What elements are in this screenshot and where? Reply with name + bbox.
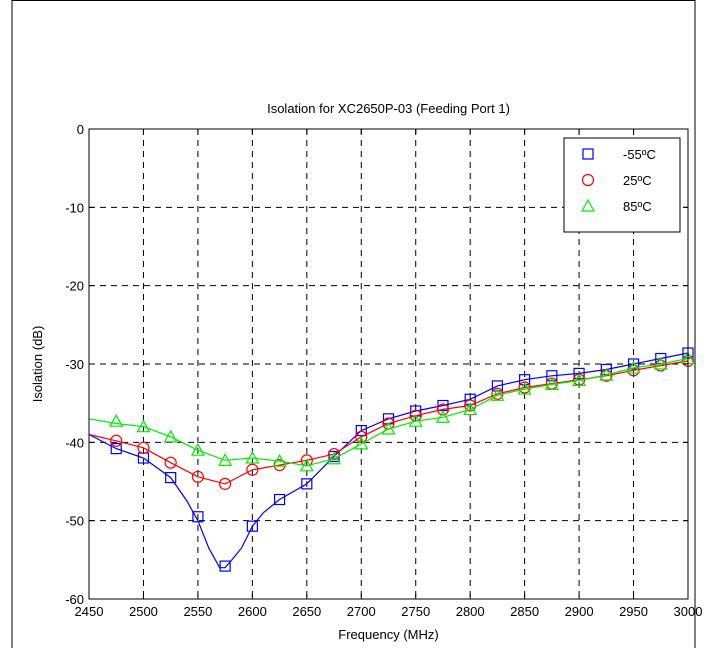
data-point [301,478,313,490]
data-point [327,451,342,465]
data-point [355,424,367,437]
data-point [246,520,258,532]
y-tick-label: -50 [65,514,84,529]
x-tick-label: 2550 [183,604,212,619]
x-tick-label: 2600 [238,604,267,619]
data-point [599,367,614,381]
legend-marker [581,173,595,187]
series-layer [88,347,696,572]
data-point [164,456,177,469]
data-point [192,511,204,523]
legend-label: 85ºC [623,199,652,214]
data-point [219,477,232,490]
legend-marker [580,198,596,212]
data-point [464,399,477,412]
data-point [573,367,585,379]
x-tick-label: 2900 [565,604,594,619]
data-point [245,450,260,464]
data-point [165,471,177,484]
legend-box [563,137,681,233]
data-point [246,463,259,476]
y-tick-label: -60 [65,592,84,607]
legend-marker [582,148,594,160]
chart-title: Isolation for XC2650P-03 (Feeding Port 1… [267,101,510,116]
y-tick-label: -30 [65,357,84,372]
data-point [190,442,205,456]
x-tick-label: 2650 [292,604,321,619]
data-point [544,377,559,390]
series-line [88,357,689,467]
x-tick-label: 2950 [619,604,648,619]
data-point [327,447,341,461]
x-axis-label: Frequency (MHz) [338,627,438,642]
x-tick-label: 3000 [674,604,703,619]
data-point [546,370,558,382]
data-point [136,419,151,433]
y-axis-label: Isolation (dB) [30,326,45,403]
y-tick-label: -10 [65,200,84,215]
x-tick-label: 2850 [510,604,539,619]
data-point [272,453,287,467]
data-point [218,453,233,466]
data-point [463,402,478,416]
data-point [491,380,504,392]
data-point [435,410,450,423]
data-point [110,443,122,455]
data-point [191,470,205,483]
data-point [273,493,286,506]
data-point [109,413,124,427]
axis-ticks: 2450 2500 2550 2600 2650 2700 2750 2800 2850 2900… [65,122,702,619]
data-point [408,413,423,427]
data-point [519,374,531,386]
y-tick-label: -40 [65,435,84,450]
legend-label: -55ºC [623,147,656,162]
x-tick-label: 2800 [456,604,485,619]
x-tick-label: 2500 [129,604,158,619]
x-tick-label: 2700 [347,604,376,619]
data-point [299,458,314,472]
data-point [627,358,640,370]
data-point [654,359,667,372]
data-point [436,403,450,416]
data-point [572,373,587,387]
series-line [88,352,689,569]
data-point [219,560,231,572]
data-point [517,381,532,395]
data-point [653,356,668,370]
data-point [490,388,505,401]
data-point [381,421,396,435]
series-2 [88,351,696,472]
x-tick-label: 2450 [75,604,104,619]
data-point [355,430,368,443]
x-tick-label: 2750 [401,604,430,619]
y-tick-label: 0 [77,122,84,137]
data-point [110,434,123,447]
legend-label: 25ºC [623,173,652,188]
y-tick-label: -20 [65,279,84,294]
data-point [627,364,640,377]
data-point [163,429,178,443]
legend: -55ºC 25ºC 85ºC [563,137,681,233]
data-point [354,436,369,450]
data-point [626,360,641,374]
data-point [137,441,150,454]
